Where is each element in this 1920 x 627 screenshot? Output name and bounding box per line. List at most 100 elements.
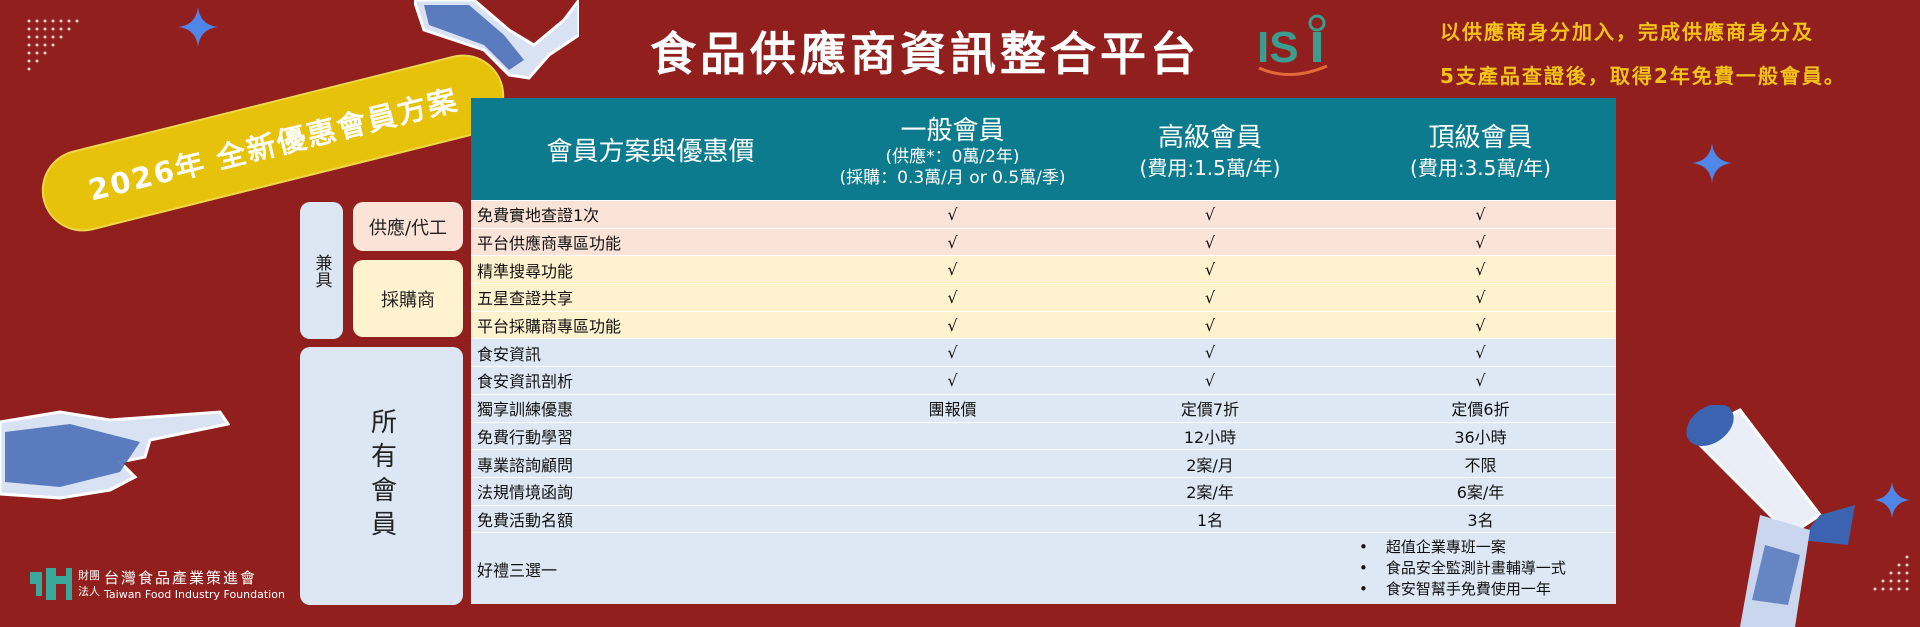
feature-cell: 免費行動學習: [477, 427, 574, 447]
star-icon: [1874, 482, 1910, 518]
header-title: 頂級會員: [1428, 122, 1533, 153]
promo-note-line: 以供應商身分加入，完成供應商身分及: [1440, 20, 1814, 44]
org-prefix-line: 法人: [78, 585, 100, 598]
advanced-cell: √: [1204, 343, 1216, 363]
header-title: 一般會員: [900, 115, 1005, 146]
advanced-cell: 1名: [1196, 510, 1224, 530]
table-row: 免費活動名額 1名 3名: [471, 504, 1616, 533]
feature-cell: 好禮三選一: [477, 560, 558, 580]
table-row: 食安資訊剖析 √ √ √: [471, 366, 1616, 394]
premium-cell: √: [1475, 204, 1486, 224]
org-name: 台灣食品產業策進會 Taiwan Food Industry Foundatio…: [104, 567, 285, 601]
header-general: 一般會員 (供應*：0萬/2年) (採購：0.3萬/月 or 0.5萬/季): [830, 98, 1075, 200]
feature-cell: 法規情境函詢: [477, 483, 574, 503]
header-premium: 頂級會員 (費用:3.5萬/年): [1345, 98, 1616, 200]
general-cell: √: [947, 204, 958, 224]
header-price: (費用:3.5萬/年): [1410, 155, 1551, 180]
premium-cell: √: [1475, 370, 1486, 390]
premium-cell: 不限: [1464, 455, 1497, 475]
premium-cell: √: [1475, 232, 1486, 252]
table-row: 獨享訓練優惠 團報價 定價7折 定價6折: [471, 393, 1616, 422]
advanced-cell: √: [1204, 315, 1216, 335]
feature-cell: 獨享訓練優惠: [477, 400, 574, 420]
org-logo: 財團 法人 台灣食品產業策進會 Taiwan Food Industry Fou…: [28, 566, 285, 602]
side-label-text: 所有會員: [366, 408, 397, 544]
premium-cell: 定價6折: [1451, 400, 1510, 420]
handshake-icon: [414, 0, 579, 80]
table-row: 免費行動學習 12小時 36小時: [471, 421, 1616, 450]
org-name-en: Taiwan Food Industry Foundation: [104, 588, 285, 601]
feature-cell: 免費活動名額: [477, 510, 574, 530]
advanced-cell: 12小時: [1183, 427, 1237, 447]
header-price: (費用:1.5萬/年): [1139, 155, 1281, 180]
gift-list: 超值企業專班一案 食品安全監測計畫輔導一式 食安智幫手免費使用一年: [1345, 537, 1616, 600]
general-cell: √: [947, 370, 958, 390]
feature-cell: 專業諮詢顧問: [477, 455, 574, 475]
feature-cell: 食安資訊: [477, 344, 542, 364]
dot-grid-icon: [1873, 555, 1909, 591]
advanced-cell: 2案/月: [1186, 455, 1234, 475]
advanced-cell: √: [1204, 232, 1216, 252]
feature-cell: 平台採購商專區功能: [477, 317, 622, 337]
megaphone-icon: [1686, 405, 1855, 627]
advanced-cell: √: [1204, 260, 1216, 280]
table-row-gift: 好禮三選一 超值企業專班一案 食品安全監測計畫輔導一式 食安智幫手免費使用一年: [471, 532, 1616, 605]
page-title: 食品供應商資訊整合平台: [650, 27, 1200, 81]
feature-cell: 食安資訊剖析: [477, 372, 574, 392]
table-row: 法規情境函詢 2案/年 6案/年: [471, 476, 1616, 505]
general-cell: √: [947, 232, 958, 252]
table-row: 食安資訊 √ √ √: [471, 338, 1616, 367]
isi-logo: IS: [1255, 12, 1333, 78]
premium-cell: 3名: [1467, 510, 1494, 530]
side-label-both: 兼具: [300, 202, 343, 339]
table-row: 平台供應商專區功能 √ √ √: [471, 227, 1616, 256]
header-price: (採購：0.3萬/月 or 0.5萬/季): [839, 167, 1066, 188]
advanced-cell: √: [1204, 287, 1216, 307]
feature-cell: 平台供應商專區功能: [477, 234, 622, 254]
general-cell: √: [947, 343, 958, 363]
gift-item: 超值企業專班一案: [1359, 537, 1616, 558]
premium-cell: 36小時: [1454, 427, 1507, 447]
premium-cell: √: [1475, 343, 1486, 363]
premium-cell: √: [1475, 287, 1486, 307]
header-title: 會員方案與優惠價: [546, 136, 755, 167]
pointing-hand-icon: [0, 410, 230, 500]
membership-table: 會員方案與優惠價 一般會員 (供應*：0萬/2年) (採購：0.3萬/月 or …: [471, 98, 1616, 605]
advanced-cell: √: [1204, 204, 1216, 224]
side-label-buyer: 採購商: [353, 260, 463, 337]
gift-cell: 超值企業專班一案 食品安全監測計畫輔導一式 食安智幫手免費使用一年: [1345, 537, 1616, 600]
promo-note: 以供應商身分加入，完成供應商身分及 5支產品查證後，取得2年免費一般會員。: [1440, 10, 1846, 98]
table-row: 免費實地查證1次 √ √ √: [471, 200, 1616, 228]
dot-grid-icon: [27, 19, 79, 71]
gift-item: 食品安全監測計畫輔導一式: [1359, 558, 1616, 579]
advanced-cell: 定價7折: [1180, 400, 1240, 420]
general-cell: 團報價: [928, 400, 977, 420]
feature-cell: 五星查證共享: [477, 289, 574, 309]
side-label-all-members: 所有會員: [300, 347, 463, 605]
table-header: 會員方案與優惠價 一般會員 (供應*：0萬/2年) (採購：0.3萬/月 or …: [471, 98, 1616, 200]
general-cell: √: [947, 260, 958, 280]
header-advanced: 高級會員 (費用:1.5萬/年): [1075, 98, 1345, 200]
gift-item: 食安智幫手免費使用一年: [1359, 579, 1616, 600]
star-icon: [1692, 143, 1732, 183]
feature-cell: 精準搜尋功能: [477, 261, 574, 281]
org-logo-mark: [30, 568, 72, 600]
header-plan: 會員方案與優惠價: [471, 98, 830, 200]
org-prefix: 財團 法人: [78, 568, 100, 600]
advanced-cell: √: [1204, 370, 1216, 390]
premium-cell: √: [1475, 260, 1486, 280]
table-row: 專業諮詢顧問 2案/月 不限: [471, 449, 1616, 477]
side-label-supplier: 供應/代工: [353, 202, 463, 251]
svg-text:IS: IS: [1257, 23, 1299, 72]
general-cell: √: [947, 287, 958, 307]
side-label-text: 兼具: [311, 253, 332, 288]
feature-cell: 免費實地查證1次: [477, 206, 600, 226]
table-row: 平台採購商專區功能 √ √ √: [471, 310, 1616, 339]
table-row: 精準搜尋功能 √ √ √: [471, 255, 1616, 284]
star-icon: [178, 7, 218, 47]
header-title: 高級會員: [1157, 122, 1262, 153]
org-prefix-line: 財團: [78, 569, 100, 582]
premium-cell: 6案/年: [1456, 483, 1505, 503]
advanced-cell: 2案/年: [1186, 483, 1234, 503]
table-row: 五星查證共享 √ √ √: [471, 283, 1616, 311]
